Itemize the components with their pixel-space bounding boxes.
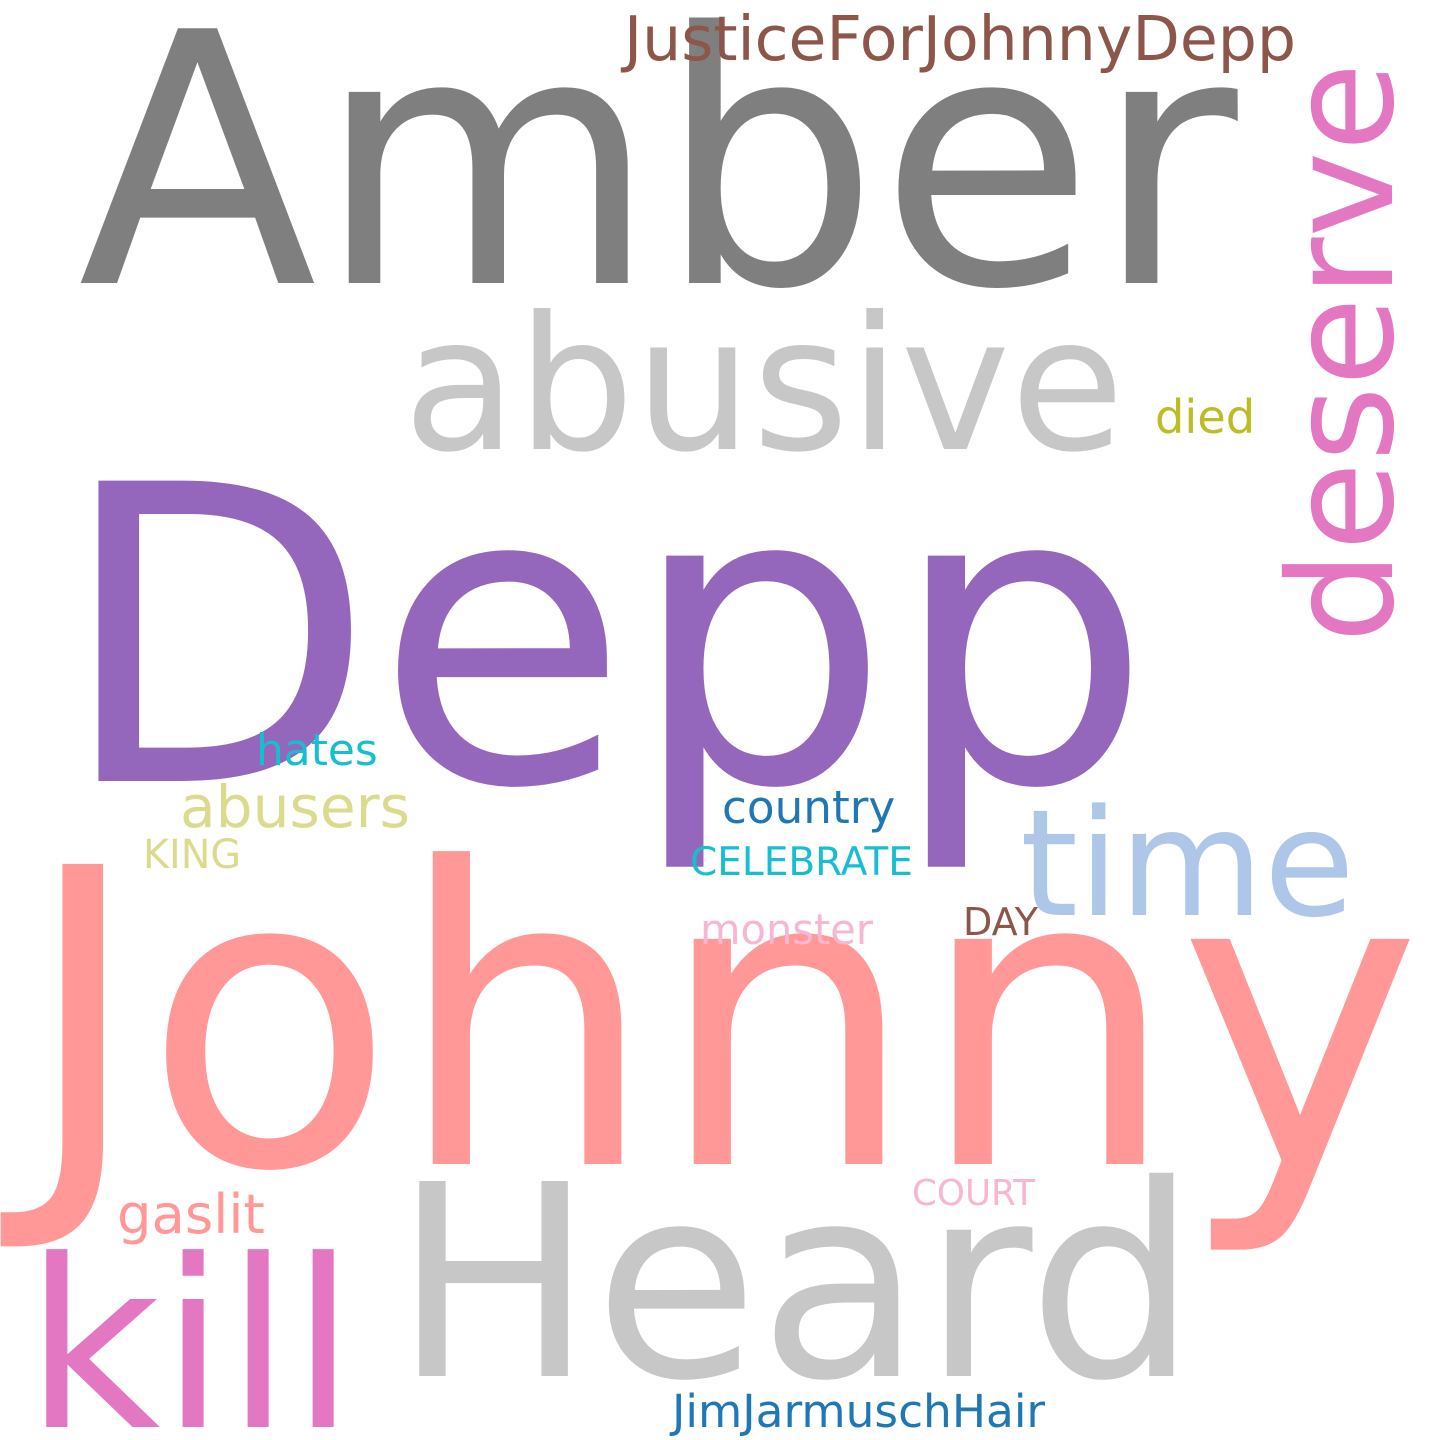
word-amber: Amber	[78, 0, 1238, 366]
word-heard: Heard	[393, 1128, 1198, 1440]
word-died: died	[1155, 390, 1256, 444]
word-day: DAY	[963, 900, 1038, 944]
word-hates: hates	[256, 725, 378, 776]
word-kill: kill	[25, 1210, 356, 1440]
word-abusers: abusers	[180, 773, 410, 841]
word-celebrate: CELEBRATE	[690, 839, 913, 885]
word-depp: Depp	[58, 400, 1152, 879]
word-monster: monster	[700, 905, 873, 954]
word-country: country	[722, 780, 896, 834]
word-time: time	[1020, 776, 1355, 950]
word-justiceforjohnnydepp: JusticeForJohnnyDepp	[624, 3, 1296, 75]
word-abusive: abusive	[403, 276, 1125, 493]
word-gaslit: gaslit	[117, 1182, 265, 1246]
word-deserve: deserve	[1258, 62, 1427, 643]
word-king: KING	[143, 832, 242, 878]
word-jimjarmuschhair: JimJarmuschHair	[672, 1384, 1046, 1438]
word-court: COURT	[912, 1173, 1035, 1214]
word-johnny: Johnny	[22, 783, 1422, 1262]
